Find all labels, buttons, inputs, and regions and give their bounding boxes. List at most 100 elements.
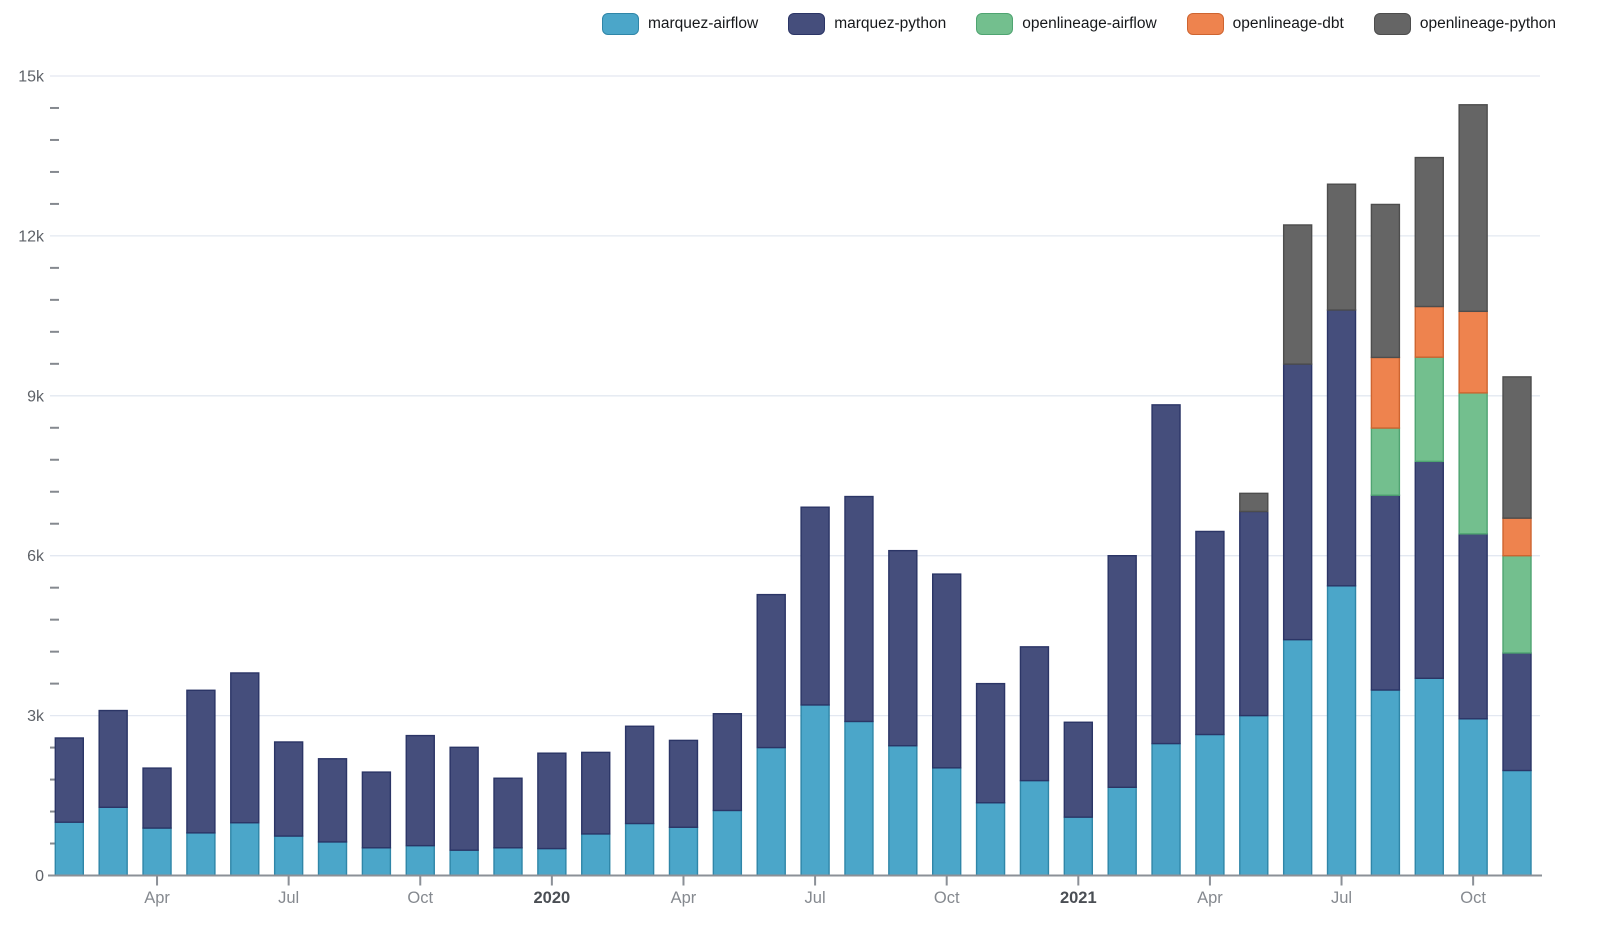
- bar-segment-marquez-python: [1282, 363, 1313, 641]
- x-axis-tick-label: Apr: [144, 889, 170, 907]
- bar-segment-marquez-airflow: [1063, 816, 1094, 877]
- bar-segment-marquez-airflow: [54, 821, 84, 877]
- x-axis-tick-label: Oct: [934, 889, 960, 907]
- bar-segment-marquez-airflow: [888, 745, 918, 877]
- bar-segment-openlineage-python: [1239, 492, 1269, 513]
- bar-segment-marquez-python: [1239, 510, 1269, 717]
- bar-segment-marquez-airflow: [624, 822, 655, 877]
- bar-segment-marquez-python: [361, 771, 392, 849]
- bar-segment-marquez-python: [1502, 652, 1532, 772]
- bar-segment-marquez-airflow: [975, 802, 1006, 877]
- legend-label: marquez-python: [834, 15, 947, 32]
- bar-segment-marquez-airflow: [668, 826, 699, 877]
- bar-segment-marquez-airflow: [581, 833, 611, 877]
- bar-segment-marquez-python: [1063, 721, 1094, 818]
- legend-item-marquez-python[interactable]: marquez-python: [788, 13, 946, 35]
- bar-segment-marquez-python: [932, 573, 962, 769]
- bar-segment-marquez-airflow: [405, 844, 435, 877]
- bar-segment-marquez-python: [54, 737, 84, 823]
- bar-segment-marquez-python: [712, 713, 743, 812]
- bar-segment-marquez-python: [668, 739, 699, 828]
- y-axis-tick-label: 12k: [18, 228, 45, 245]
- bar-segment-marquez-airflow: [1326, 585, 1357, 877]
- x-axis-tick-label: 2020: [534, 889, 571, 907]
- bar-segment-marquez-python: [273, 741, 304, 837]
- x-axis-tick-label: Jul: [805, 889, 826, 907]
- legend-label: marquez-airflow: [647, 15, 759, 32]
- bar-segment-marquez-airflow: [1151, 742, 1181, 877]
- legend-swatch-icon: [1373, 13, 1411, 35]
- x-axis-tick-label: 2021: [1060, 889, 1097, 907]
- bar-segment-marquez-python: [1019, 646, 1050, 782]
- y-axis-tick-label: 3k: [27, 708, 45, 725]
- bar-segment-openlineage-dbt: [1414, 305, 1444, 358]
- bar-segment-marquez-python: [1458, 533, 1488, 720]
- bar-segment-marquez-python: [844, 495, 874, 723]
- bar-segment-marquez-airflow: [1195, 733, 1225, 877]
- y-axis-tick-label: 6k: [27, 548, 45, 565]
- chart-legend: marquez-airflow marquez-python openlineage…: [601, 13, 1556, 35]
- y-axis-tick-label: 15k: [18, 69, 45, 86]
- y-axis-tick-label: 0: [35, 868, 44, 885]
- bar-segment-marquez-python: [624, 725, 655, 825]
- bar-segment-openlineage-airflow: [1458, 392, 1488, 535]
- bar-segment-marquez-python: [1195, 530, 1225, 736]
- bar-segment-marquez-airflow: [98, 806, 128, 877]
- bar-segment-marquez-python: [975, 682, 1006, 804]
- bar-segment-marquez-airflow: [186, 832, 216, 877]
- legend-item-openlineage-airflow[interactable]: openlineage-airflow: [976, 13, 1157, 35]
- legend-label: openlineage-python: [1419, 15, 1556, 32]
- bar-segment-openlineage-dbt: [1370, 356, 1401, 429]
- bar-segment-marquez-airflow: [712, 809, 743, 877]
- y-axis-tick-label: 9k: [27, 388, 45, 405]
- bar-segment-marquez-python: [493, 777, 523, 849]
- bar-segment-marquez-airflow: [756, 746, 786, 877]
- bar-segment-openlineage-python: [1282, 224, 1313, 365]
- bar-segment-openlineage-python: [1502, 376, 1532, 519]
- bar-segment-marquez-python: [317, 758, 348, 843]
- bar-segment-marquez-airflow: [1019, 779, 1050, 877]
- bar-segment-marquez-python: [186, 689, 216, 834]
- bar-segment-marquez-airflow: [230, 822, 260, 877]
- bar-segment-marquez-python: [756, 593, 786, 749]
- legend-item-openlineage-python[interactable]: openlineage-python: [1373, 13, 1556, 35]
- bar-segment-marquez-airflow: [273, 835, 304, 877]
- legend-item-marquez-airflow[interactable]: marquez-airflow: [601, 13, 759, 35]
- legend-swatch-icon: [788, 13, 826, 35]
- bar-segment-marquez-python: [1107, 555, 1137, 788]
- bar-segment-openlineage-python: [1326, 183, 1357, 311]
- bar-segment-marquez-airflow: [932, 767, 962, 877]
- bar-segment-openlineage-python: [1458, 104, 1488, 313]
- bar-segment-openlineage-python: [1414, 156, 1444, 308]
- bar-segment-marquez-python: [1326, 309, 1357, 587]
- x-axis-tick-label: Oct: [407, 889, 433, 907]
- bar-segment-openlineage-airflow: [1502, 555, 1532, 654]
- bar-segment-marquez-airflow: [537, 847, 567, 877]
- bar-segment-marquez-python: [537, 752, 567, 850]
- x-axis-tick-label: Oct: [1460, 889, 1486, 907]
- bar-segment-marquez-airflow: [317, 841, 348, 877]
- bar-segment-marquez-airflow: [1282, 638, 1313, 877]
- bar-segment-openlineage-airflow: [1414, 356, 1444, 463]
- legend-item-openlineage-dbt[interactable]: openlineage-dbt: [1186, 13, 1344, 35]
- bar-segment-openlineage-dbt: [1458, 310, 1488, 394]
- bar-segment-openlineage-airflow: [1370, 427, 1401, 496]
- bar-segment-marquez-python: [1151, 404, 1181, 745]
- legend-swatch-icon: [1186, 13, 1224, 35]
- bar-segment-marquez-python: [1414, 460, 1444, 679]
- bar-segment-marquez-python: [888, 549, 918, 747]
- bar-segment-marquez-airflow: [493, 847, 523, 877]
- bar-segment-marquez-python: [142, 767, 172, 829]
- bar-segment-marquez-python: [230, 672, 260, 824]
- bar-segment-marquez-airflow: [1107, 786, 1137, 877]
- x-axis-tick-label: Jul: [278, 889, 299, 907]
- bar-segment-openlineage-python: [1370, 203, 1401, 359]
- bar-segment-marquez-airflow: [142, 827, 172, 877]
- legend-swatch-icon: [976, 13, 1014, 35]
- bar-segment-marquez-airflow: [449, 849, 479, 877]
- bar-segment-marquez-airflow: [1239, 714, 1269, 877]
- bar-segment-marquez-python: [581, 751, 611, 835]
- legend-label: openlineage-dbt: [1232, 15, 1344, 32]
- bar-segment-marquez-python: [449, 746, 479, 851]
